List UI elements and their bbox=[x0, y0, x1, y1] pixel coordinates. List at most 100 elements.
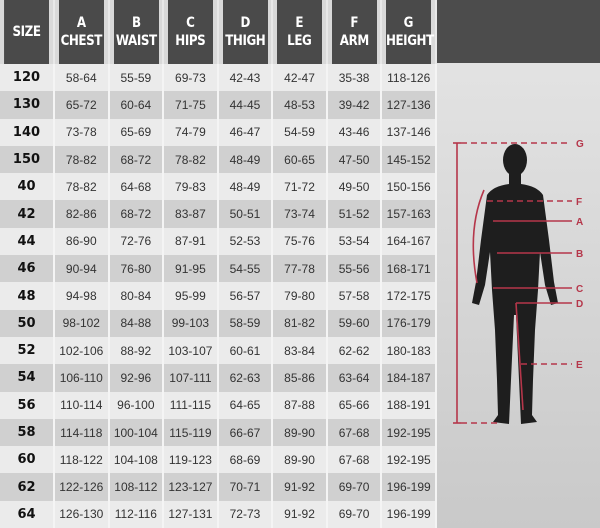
measurement-cell: 35-38 bbox=[326, 64, 383, 92]
size-cell: 40 bbox=[0, 173, 55, 201]
measurement-cell: 176-179 bbox=[381, 309, 437, 337]
measurement-cell: 62-63 bbox=[217, 364, 274, 392]
table-row: 140 73-78 65-69 74-79 46-47 54-59 43-46 137-146 bbox=[0, 118, 437, 146]
measurement-cell: 71-75 bbox=[163, 91, 219, 119]
measurement-cell: 188-191 bbox=[381, 391, 437, 419]
measurement-cell: 60-65 bbox=[272, 145, 328, 174]
size-cell: 54 bbox=[0, 364, 55, 392]
measurement-cell: 55-56 bbox=[326, 255, 383, 283]
size-cell: 62 bbox=[0, 473, 55, 501]
measurement-cell: 49-50 bbox=[326, 173, 383, 201]
measurement-cell: 58-59 bbox=[217, 309, 274, 337]
measurement-label-a: A bbox=[576, 217, 583, 228]
measurement-cell: 89-90 bbox=[272, 446, 328, 474]
table-row: 42 82-86 68-72 83-87 50-51 73-74 51-52 157-163 bbox=[0, 200, 437, 228]
measurement-label-c: C bbox=[576, 284, 583, 295]
measurement-cell: 126-130 bbox=[54, 500, 110, 528]
measurement-cell: 42-47 bbox=[272, 64, 328, 92]
measurement-cell: 87-88 bbox=[272, 391, 328, 419]
measurement-cell: 192-195 bbox=[381, 446, 437, 474]
table-row: 64 126-130 112-116 127-131 72-73 91-92 69-70 19… bbox=[0, 500, 437, 528]
table-row: 58 114-118 100-104 115-119 66-67 89-90 67-68 19… bbox=[0, 418, 437, 447]
table-row: 120 58-64 55-59 69-73 42-43 42-47 35-38 118-126 bbox=[0, 64, 437, 92]
measurement-label-e: E bbox=[576, 360, 583, 371]
measurement-cell: 87-91 bbox=[163, 227, 219, 256]
column-header-size: SIZE bbox=[4, 0, 51, 64]
size-cell: 130 bbox=[0, 91, 55, 119]
measurement-cell: 172-175 bbox=[381, 282, 437, 310]
table-row: 48 94-98 80-84 95-99 56-57 79-80 57-58 172-175 bbox=[0, 282, 437, 310]
measurement-cell: 66-67 bbox=[217, 418, 274, 447]
measurement-cell: 81-82 bbox=[272, 309, 328, 337]
table-row: 54 106-110 92-96 107-111 62-63 85-86 63-64 184-… bbox=[0, 364, 437, 392]
measurement-cell: 91-95 bbox=[163, 255, 219, 283]
measurement-cell: 85-86 bbox=[272, 364, 328, 392]
measurement-cell: 78-82 bbox=[163, 145, 219, 174]
measurement-cell: 50-51 bbox=[217, 200, 274, 228]
measurement-cell: 65-66 bbox=[326, 391, 383, 419]
measurement-label-g: G bbox=[576, 139, 584, 150]
column-header-arm: F ARM bbox=[330, 0, 379, 64]
measurement-cell: 78-82 bbox=[54, 145, 110, 174]
measurement-cell: 48-49 bbox=[217, 173, 274, 201]
measurement-cell: 102-106 bbox=[54, 336, 110, 365]
measurement-cell: 103-107 bbox=[163, 336, 219, 365]
measurement-cell: 110-114 bbox=[54, 391, 110, 419]
measurement-cell: 192-195 bbox=[381, 418, 437, 447]
size-cell: 52 bbox=[0, 336, 55, 365]
measurement-cell: 83-84 bbox=[272, 336, 328, 365]
table-row: 46 90-94 76-80 91-95 54-55 77-78 55-56 168-171 bbox=[0, 255, 437, 283]
column-header-leg: E LEG bbox=[276, 0, 324, 64]
measurement-cell: 47-50 bbox=[326, 145, 383, 174]
measurement-label-b: B bbox=[576, 249, 583, 260]
measurement-cell: 79-80 bbox=[272, 282, 328, 310]
size-chart-table: SIZE A CHEST B WAIST C HIPS D THIGH E LEG F ARM G HEIG… bbox=[0, 0, 437, 528]
measurement-cell: 58-64 bbox=[54, 64, 110, 92]
measurement-cell: 39-42 bbox=[326, 91, 383, 119]
measurement-cell: 91-92 bbox=[272, 473, 328, 501]
measurement-cell: 54-55 bbox=[217, 255, 274, 283]
measurement-cell: 119-123 bbox=[163, 446, 219, 474]
column-header-hips: C HIPS bbox=[167, 0, 215, 64]
size-cell: 150 bbox=[0, 145, 55, 174]
measurement-cell: 79-83 bbox=[163, 173, 219, 201]
column-letter: E bbox=[295, 15, 304, 31]
measurement-cell: 108-112 bbox=[108, 473, 165, 501]
measurement-cell: 84-88 bbox=[108, 309, 165, 337]
column-label: LEG bbox=[287, 33, 312, 49]
measurement-cell: 111-115 bbox=[163, 391, 219, 419]
table-row: 60 118-122 104-108 119-123 68-69 89-90 67-68 19… bbox=[0, 446, 437, 474]
measurement-label-d: D bbox=[576, 299, 583, 310]
measurement-cell: 71-72 bbox=[272, 173, 328, 201]
table-row: 40 78-82 64-68 79-83 48-49 71-72 49-50 150-156 bbox=[0, 173, 437, 201]
column-letter: C bbox=[186, 15, 195, 31]
measurement-cell: 65-72 bbox=[54, 91, 110, 119]
measurement-cell: 196-199 bbox=[381, 500, 437, 528]
column-header-waist: B WAIST bbox=[112, 0, 160, 64]
measurement-cell: 196-199 bbox=[381, 473, 437, 501]
measurement-cell: 70-71 bbox=[217, 473, 274, 501]
size-cell: 56 bbox=[0, 391, 55, 419]
measurement-cell: 65-69 bbox=[108, 118, 165, 146]
table-row: 150 78-82 68-72 78-82 48-49 60-65 47-50 145-152 bbox=[0, 145, 437, 174]
table-row: 62 122-126 108-112 123-127 70-71 91-92 69-70 19… bbox=[0, 473, 437, 501]
size-cell: 60 bbox=[0, 446, 55, 474]
measurement-cell: 73-74 bbox=[272, 200, 328, 228]
measurement-cell: 42-43 bbox=[217, 64, 274, 92]
table-row: 130 65-72 60-64 71-75 44-45 48-53 39-42 127-136 bbox=[0, 91, 437, 119]
measurement-cell: 43-46 bbox=[326, 118, 383, 146]
size-cell: 44 bbox=[0, 227, 55, 256]
measurement-cell: 96-100 bbox=[108, 391, 165, 419]
measurement-cell: 48-49 bbox=[217, 145, 274, 174]
measurement-cell: 98-102 bbox=[54, 309, 110, 337]
size-cell: 42 bbox=[0, 200, 55, 228]
column-label: CHEST bbox=[60, 33, 103, 49]
measurement-cell: 168-171 bbox=[381, 255, 437, 283]
measurement-cell: 94-98 bbox=[54, 282, 110, 310]
measurement-cell: 68-72 bbox=[108, 145, 165, 174]
measurement-cell: 157-163 bbox=[381, 200, 437, 228]
measurement-cell: 67-68 bbox=[326, 418, 383, 447]
measurement-cell: 180-183 bbox=[381, 336, 437, 365]
measurement-cell: 63-64 bbox=[326, 364, 383, 392]
column-letter: B bbox=[131, 15, 141, 31]
